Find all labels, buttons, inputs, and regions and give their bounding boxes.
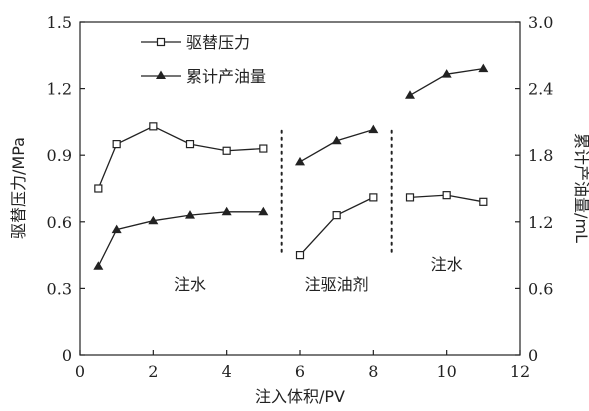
tick-marks: [79, 21, 521, 356]
x-tick-labels: 0 2 4 6 8 10 12: [75, 362, 530, 381]
data-point-square: [332, 211, 341, 220]
legend-pressure-marker: [156, 37, 166, 47]
y-right-tick-labels: 0 0.6 1.2 1.8 2.4 3.0: [528, 13, 553, 365]
phase-label: 注水: [431, 255, 463, 274]
data-point-square: [94, 184, 103, 193]
legend: 驱替压力 累计产油量: [141, 33, 266, 86]
data-point-triangle: [368, 124, 379, 134]
phase-label: 注驱油剂: [305, 275, 369, 294]
y-left-tick-label: 0: [62, 346, 72, 365]
series-pressure: [94, 122, 488, 260]
legend-oil-label: 累计产油量: [186, 67, 266, 86]
legend-pressure-label: 驱替压力: [186, 33, 250, 52]
x-tick-label: 12: [510, 362, 530, 381]
series-line: [299, 129, 374, 163]
x-tick-label: 8: [368, 362, 378, 381]
data-point-triangle: [258, 206, 269, 216]
x-tick-label: 2: [148, 362, 158, 381]
data-point-triangle: [111, 224, 122, 234]
data-point-triangle: [441, 69, 452, 78]
data-point-square: [295, 251, 305, 260]
y-right-tick-label: 1.2: [528, 213, 553, 232]
legend-oil-marker: [156, 70, 166, 79]
y-left-tick-label: 1.5: [47, 13, 72, 32]
data-point-triangle: [221, 206, 232, 216]
data-point-square: [149, 122, 158, 131]
data-point-square: [405, 193, 415, 202]
y-left-tick-label: 1.2: [47, 80, 72, 99]
data-point-square: [442, 191, 451, 200]
y-left-axis-title: 驱替压力/MPa: [9, 137, 28, 239]
data-point-triangle: [148, 215, 159, 225]
y-right-axis-title: 累计产油量/mL: [572, 133, 589, 243]
x-tick-label: 6: [295, 362, 305, 381]
data-point-square: [259, 144, 268, 153]
data-point-square: [479, 197, 488, 206]
data-point-triangle: [331, 135, 342, 145]
series-oil: [93, 63, 489, 270]
x-tick-label: 10: [436, 362, 456, 381]
data-point-square: [369, 193, 378, 202]
data-point-square: [185, 140, 195, 149]
data-point-square: [222, 146, 231, 155]
phase-label: 注水: [174, 275, 206, 294]
data-point-triangle: [478, 63, 489, 73]
y-right-tick-label: 1.8: [528, 146, 553, 165]
y-right-tick-label: 2.4: [528, 80, 553, 99]
data-point-triangle: [405, 90, 415, 99]
data-point-square: [112, 140, 121, 149]
y-right-tick-label: 3.0: [528, 13, 553, 32]
y-right-tick-label: 0: [528, 346, 538, 365]
x-tick-label: 0: [75, 362, 85, 381]
series-line: [97, 125, 264, 189]
y-left-tick-label: 0.9: [47, 146, 72, 165]
plot-frame: [79, 21, 521, 356]
phase-dividers: [280, 129, 393, 254]
y-left-tick-label: 0.3: [47, 279, 72, 298]
y-left-tick-labels: 0 0.3 0.6 0.9 1.2 1.5: [47, 13, 72, 365]
data-point-triangle: [185, 210, 195, 219]
x-tick-label: 4: [222, 362, 232, 381]
y-left-tick-label: 0.6: [47, 213, 72, 232]
series-layer: [93, 63, 489, 270]
data-point-triangle: [93, 261, 104, 270]
series-line: [299, 196, 374, 256]
x-axis-title: 注入体积/PV: [255, 387, 345, 406]
y-right-tick-label: 0.6: [528, 279, 553, 298]
data-point-triangle: [295, 156, 305, 166]
series-line: [97, 211, 264, 267]
